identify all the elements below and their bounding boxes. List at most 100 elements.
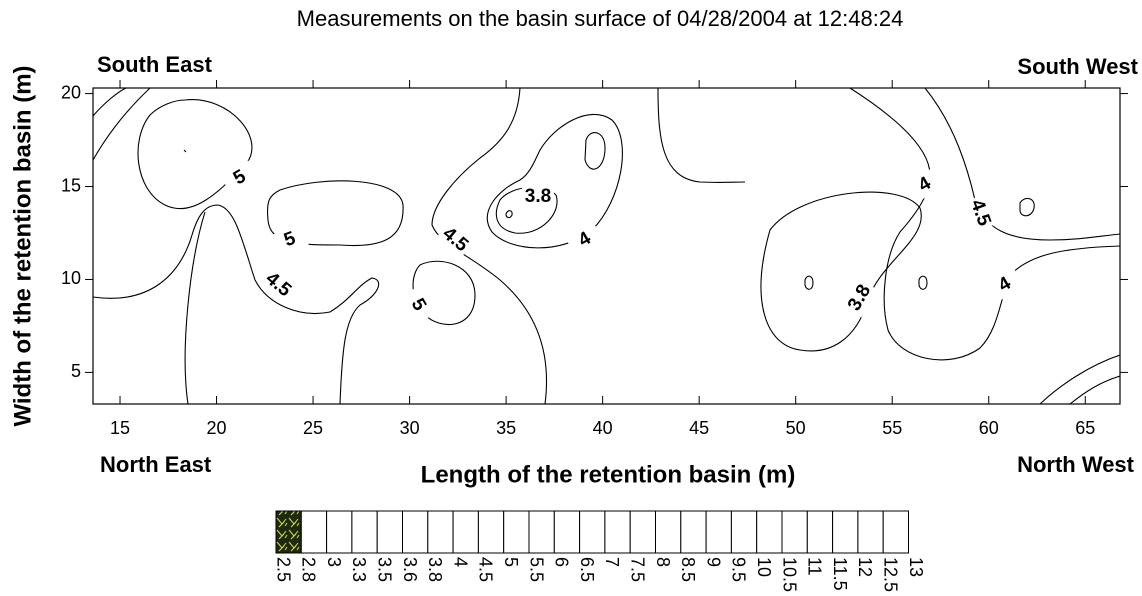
contour-line (93, 204, 380, 404)
legend-swatch (528, 510, 555, 554)
contour-label-bg (842, 278, 878, 318)
legend-label: 8.5 (678, 557, 698, 582)
legend-swatch (857, 510, 884, 554)
legend-swatch (427, 510, 454, 554)
legend-swatch (655, 510, 682, 554)
legend-swatch (503, 510, 530, 554)
legend-swatch (806, 510, 834, 554)
x-tick-label: 55 (882, 418, 902, 438)
x-axis-label: Length of the retention basin (m) (421, 461, 796, 488)
contour-label-bg (565, 222, 605, 258)
contour-label-bg (964, 194, 996, 232)
legend-label: 2.5 (273, 557, 293, 582)
contour-line (486, 114, 623, 249)
contour-line (184, 211, 206, 404)
legend-label: 3.3 (349, 557, 369, 582)
legend-swatch (756, 510, 783, 554)
legend-label: 6 (552, 557, 572, 567)
contour-line (918, 275, 928, 290)
contour-line (657, 88, 746, 183)
contour-line (431, 88, 548, 404)
x-tick-label: 30 (400, 418, 420, 438)
legend-swatch (680, 510, 707, 554)
contour-line (505, 210, 513, 219)
legend-swatch (730, 510, 758, 554)
contour-label-bg (522, 186, 554, 208)
legend-label: 12.5 (880, 557, 900, 592)
legend-label: 5.5 (526, 557, 546, 582)
legend-label: 13 (906, 557, 926, 577)
contour-line (137, 99, 253, 210)
legend-label: 4 (450, 557, 470, 567)
contour-line (93, 88, 151, 161)
contour-line (584, 132, 606, 170)
contour-label-bg (271, 224, 309, 256)
y-tick-label: 10 (61, 268, 81, 288)
legend-swatch (402, 510, 429, 554)
legend-label: 6.5 (577, 557, 597, 582)
legend-label: 3.8 (425, 557, 445, 582)
contour-line (1039, 354, 1120, 404)
x-tick-label: 50 (786, 418, 806, 438)
corner-label: North East (100, 452, 212, 477)
contour-line (1019, 197, 1035, 217)
legend-swatch (604, 510, 631, 554)
corner-label: South East (97, 52, 213, 77)
legend-label: 4.5 (476, 557, 496, 582)
legend-swatch (452, 510, 479, 554)
x-tick-label: 45 (689, 418, 709, 438)
legend-swatch (477, 510, 505, 554)
contour-label-bg (905, 167, 945, 203)
legend-swatch (351, 510, 378, 554)
y-tick-label: 15 (61, 175, 81, 195)
legend-label: 7 (602, 557, 622, 567)
legend-label: 8 (653, 557, 673, 567)
legend-swatch (376, 510, 404, 554)
legend-label: 10 (754, 557, 774, 577)
x-tick-label: 35 (496, 418, 516, 438)
contour-label-bg (400, 285, 436, 325)
contours (93, 88, 1120, 404)
legend-swatch (705, 510, 732, 554)
legend-label: 11 (805, 557, 825, 576)
contour-label-bg (258, 266, 298, 304)
legend-label: 10.5 (779, 557, 799, 592)
contour-line (760, 191, 922, 352)
legend-label: 12 (855, 557, 875, 577)
plot-frame (92, 87, 1121, 405)
legend-swatch (832, 510, 859, 554)
contour-line (1009, 245, 1120, 276)
y-tick-label: 20 (61, 82, 81, 102)
legend-label: 3.6 (400, 557, 420, 582)
contour-label-bg (220, 160, 260, 196)
x-tick-label: 20 (207, 418, 227, 438)
corner-label: North West (1017, 452, 1135, 477)
contour-line (924, 88, 1120, 241)
contour-label: 4.5 (261, 268, 295, 301)
contour-line (1069, 375, 1120, 404)
legend-swatch (882, 510, 910, 554)
y-tick-label: 5 (71, 361, 81, 381)
contour-line (266, 180, 404, 247)
x-tick-label: 60 (979, 418, 999, 438)
legend-label: 11.5 (830, 557, 850, 591)
contour-line (183, 149, 187, 153)
legend-label: 3 (324, 557, 344, 567)
legend-swatch (553, 510, 581, 554)
contour-label: 3.8 (525, 186, 551, 207)
y-axis-label: Width of the retention basin (m) (9, 65, 36, 426)
contour-line (849, 88, 1011, 361)
contour-label-bg (985, 267, 1025, 303)
legend-swatch (579, 510, 606, 554)
contour-line (804, 275, 814, 290)
legend-swatch (781, 510, 808, 554)
legend-label: 9 (703, 557, 723, 567)
chart-title: Measurements on the basin surface of 04/… (297, 6, 904, 31)
x-tick-label: 40 (593, 418, 613, 438)
x-tick-label: 25 (303, 418, 323, 438)
legend-swatch (326, 510, 353, 554)
contour-label: 4.5 (438, 223, 472, 256)
legend-label: 7.5 (627, 557, 647, 582)
legend-label: 9.5 (729, 557, 749, 582)
